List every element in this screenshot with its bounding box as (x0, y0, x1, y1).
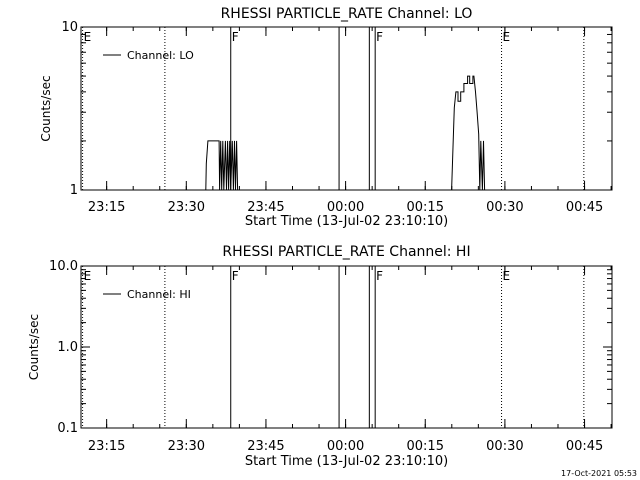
x-tick-label: 00:30 (486, 200, 523, 215)
x-tick-label: 23:15 (88, 200, 125, 215)
event-marker-label: F (376, 269, 383, 283)
legend-label: Channel: LO (127, 49, 194, 62)
footer-timestamp: 17-Oct-2021 05:53 (561, 469, 637, 478)
y-tick-label: 1 (70, 183, 78, 198)
event-marker-label: E (84, 269, 92, 283)
chart-title: RHESSI PARTICLE_RATE Channel: LO (221, 6, 473, 22)
y-tick-label: 10.0 (49, 259, 78, 274)
event-marker-label: E (84, 30, 92, 44)
event-marker-label: E (503, 30, 511, 44)
event-marker-label: E (503, 269, 511, 283)
x-tick-label: 00:30 (486, 439, 523, 454)
series-line-0 (205, 75, 486, 191)
x-tick-label: 00:00 (327, 439, 364, 454)
y-tick-label: 1.0 (57, 340, 78, 355)
x-tick-label: 23:15 (88, 439, 125, 454)
chart-panel-lo: RHESSI PARTICLE_RATE Channel: LO Start Ti… (39, 6, 613, 229)
legend-label: Channel: HI (127, 288, 191, 301)
y-tick-label: 0.1 (57, 421, 78, 436)
y-tick-label: 10 (61, 20, 78, 35)
y-axis-label: Counts/sec (39, 75, 53, 141)
x-tick-label: 00:15 (407, 439, 444, 454)
y-axis-label: Counts/sec (27, 314, 41, 380)
x-axis-label: Start Time (13-Jul-02 23:10:10) (245, 454, 448, 469)
x-tick-label: 00:15 (407, 200, 444, 215)
x-tick-label: 00:45 (566, 439, 603, 454)
x-tick-label: 23:45 (247, 439, 284, 454)
x-tick-label: 23:30 (168, 200, 205, 215)
x-axis-label: Start Time (13-Jul-02 23:10:10) (245, 214, 448, 229)
event-marker-label: F (376, 30, 383, 44)
x-tick-label: 00:00 (327, 200, 364, 215)
event-marker-label: F (232, 30, 239, 44)
x-tick-label: 23:45 (247, 200, 284, 215)
x-tick-label: 00:45 (566, 200, 603, 215)
event-marker-label: F (232, 269, 239, 283)
chart-panel-hi: RHESSI PARTICLE_RATE Channel: HI Start Ti… (27, 244, 613, 469)
x-tick-label: 23:30 (168, 439, 205, 454)
chart-title: RHESSI PARTICLE_RATE Channel: HI (222, 244, 470, 260)
